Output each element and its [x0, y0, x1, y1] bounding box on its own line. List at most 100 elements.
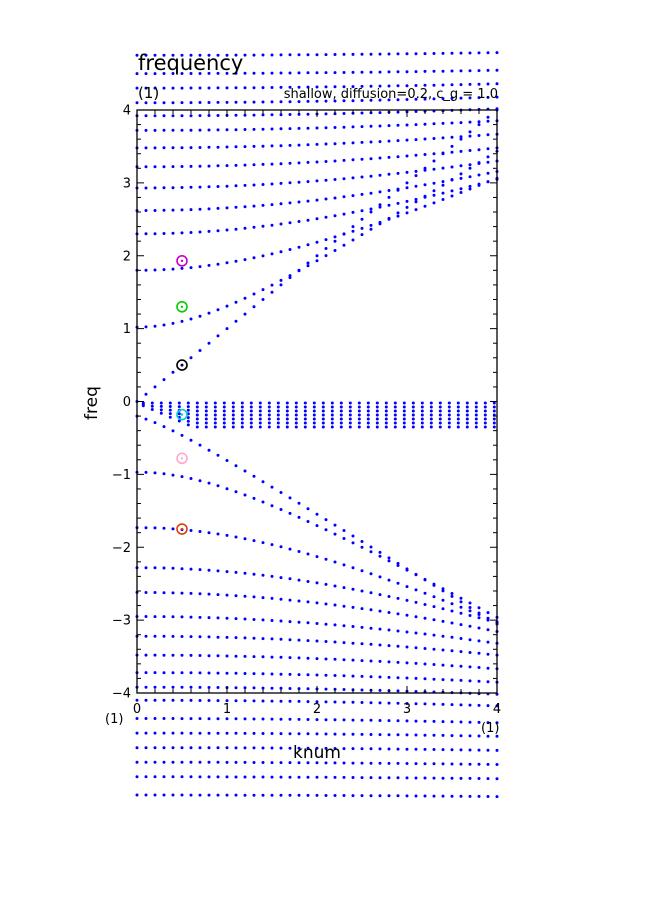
data-point	[432, 193, 436, 197]
data-point	[306, 600, 310, 604]
data-point	[222, 409, 226, 413]
data-point	[369, 223, 373, 227]
data-point	[360, 732, 364, 736]
data-point	[387, 761, 391, 765]
data-point	[234, 717, 238, 721]
data-point	[321, 421, 325, 425]
data-point	[333, 623, 337, 627]
data-point	[303, 409, 307, 413]
data-point	[153, 671, 157, 675]
data-point	[180, 101, 184, 105]
data-point	[207, 71, 211, 75]
data-point	[450, 776, 454, 780]
data-point	[249, 421, 253, 425]
chart-subtitle: shallow, diffusion=0.2, c_g = 1.0	[284, 87, 498, 102]
data-point	[351, 141, 355, 145]
x-tick-label: 1	[223, 702, 231, 717]
data-point	[348, 421, 352, 425]
data-point	[207, 731, 211, 735]
data-point	[420, 409, 424, 413]
data-point	[270, 162, 274, 166]
data-point	[243, 53, 247, 57]
data-point	[171, 186, 175, 190]
data-point	[189, 685, 193, 689]
data-point	[333, 700, 337, 704]
data-point	[144, 101, 148, 105]
data-point	[423, 632, 427, 636]
data-point	[342, 794, 346, 797]
data-point	[477, 173, 481, 177]
data-point	[351, 566, 355, 570]
data-point	[486, 155, 490, 159]
data-point	[351, 776, 355, 779]
data-point	[171, 72, 175, 75]
data-point	[288, 793, 292, 797]
data-point	[369, 98, 373, 102]
data-point	[342, 212, 346, 216]
data-point	[450, 748, 454, 752]
data-point	[222, 425, 226, 429]
data-point	[342, 586, 346, 590]
data-point	[294, 405, 298, 409]
data-point	[315, 142, 319, 146]
data-point	[312, 409, 316, 413]
data-point	[189, 231, 193, 234]
data-point	[216, 484, 220, 488]
data-point	[468, 82, 472, 86]
data-point	[279, 162, 283, 166]
data-point	[420, 421, 424, 425]
data-point	[432, 702, 436, 706]
data-point	[477, 734, 481, 738]
data-point	[450, 150, 454, 154]
data-point	[270, 113, 274, 117]
data-point	[162, 653, 166, 657]
data-point	[279, 127, 283, 131]
data-point	[375, 409, 379, 413]
data-point	[441, 121, 445, 125]
data-point	[231, 421, 235, 425]
data-point	[153, 471, 157, 475]
data-point	[486, 119, 490, 123]
data-point	[441, 663, 445, 667]
data-point	[171, 114, 175, 118]
data-point	[216, 53, 220, 57]
data-point	[450, 609, 454, 613]
y-tick-label: 2	[123, 249, 131, 264]
data-point	[450, 649, 454, 653]
data-point	[243, 469, 247, 473]
data-point	[231, 413, 235, 417]
data-point	[432, 83, 436, 87]
data-point	[297, 71, 301, 75]
data-point	[366, 417, 370, 421]
data-point	[234, 746, 238, 750]
data-point	[414, 153, 418, 157]
data-point	[288, 656, 292, 660]
data-point	[261, 746, 265, 750]
data-point	[315, 126, 319, 130]
data-point	[411, 405, 415, 409]
y-tick-label: 0	[123, 395, 131, 410]
data-point	[459, 596, 463, 600]
data-point	[243, 71, 247, 75]
data-point	[459, 605, 463, 609]
data-point	[402, 421, 406, 425]
data-point	[360, 540, 364, 543]
data-point	[441, 51, 445, 55]
data-point	[441, 794, 445, 798]
data-point	[378, 575, 382, 579]
data-point	[369, 701, 373, 705]
data-point	[171, 53, 175, 57]
data-point	[378, 70, 382, 74]
data-point	[243, 183, 247, 187]
data-point	[441, 136, 445, 140]
data-point	[369, 675, 373, 679]
data-point	[288, 113, 292, 116]
data-point	[240, 425, 244, 429]
data-point	[261, 618, 265, 622]
data-point	[423, 677, 427, 681]
data-point	[414, 733, 418, 737]
data-point	[459, 121, 463, 125]
data-point	[279, 793, 283, 797]
data-point	[405, 585, 409, 589]
data-point	[423, 97, 427, 101]
